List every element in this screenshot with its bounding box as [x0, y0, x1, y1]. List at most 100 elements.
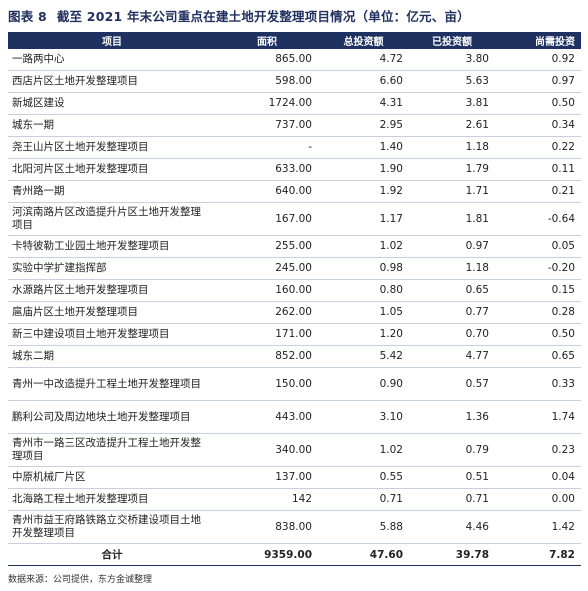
total-invested: 39.78	[409, 543, 495, 566]
cell-project: 扈庙片区土地开发整理项目	[8, 301, 216, 324]
total-investment: 47.60	[318, 543, 409, 566]
cell-invested: 4.46	[409, 510, 495, 544]
table-row: 青州一中改造提升工程土地开发整理项目 150.00 0.90 0.57 0.33	[8, 367, 581, 401]
cell-total-investment: 1.17	[318, 202, 409, 236]
cell-remaining: 0.00	[495, 488, 581, 511]
project-table: 项目 面积 总投资额 已投资额 尚需投资 一路两中心 865.00 4.72 3.80…	[8, 32, 581, 566]
cell-area: 262.00	[216, 301, 318, 324]
table-row: 新城区建设 1724.00 4.31 3.81 0.50	[8, 92, 581, 115]
cell-invested: 1.79	[409, 158, 495, 181]
table-header-row: 项目 面积 总投资额 已投资额 尚需投资	[8, 32, 581, 49]
cell-remaining: 0.21	[495, 180, 581, 203]
cell-area: -	[216, 136, 318, 159]
table-row: 青州路一期 640.00 1.92 1.71 0.21	[8, 180, 581, 203]
cell-total-investment: 0.71	[318, 488, 409, 511]
cell-area: 245.00	[216, 257, 318, 280]
cell-total-investment: 3.10	[318, 400, 409, 434]
cell-invested: 0.77	[409, 301, 495, 324]
cell-project: 青州市一路三区改造提升工程土地开发整理项目	[8, 433, 216, 467]
cell-project: 卡特彼勒工业园土地开发整理项目	[8, 235, 216, 258]
cell-area: 838.00	[216, 510, 318, 544]
cell-invested: 3.80	[409, 49, 495, 71]
cell-project: 城东一期	[8, 114, 216, 137]
table-row: 北海路工程土地开发整理项目 142 0.71 0.71 0.00	[8, 488, 581, 511]
cell-invested: 1.81	[409, 202, 495, 236]
cell-project: 新城区建设	[8, 92, 216, 115]
cell-remaining: 0.23	[495, 433, 581, 467]
total-label: 合计	[8, 543, 216, 566]
cell-area: 150.00	[216, 367, 318, 401]
cell-invested: 3.81	[409, 92, 495, 115]
cell-total-investment: 5.88	[318, 510, 409, 544]
cell-area: 142	[216, 488, 318, 511]
cell-invested: 5.63	[409, 70, 495, 93]
cell-area: 160.00	[216, 279, 318, 302]
total-area: 9359.00	[216, 543, 318, 566]
cell-total-investment: 5.42	[318, 345, 409, 368]
table-body: 一路两中心 865.00 4.72 3.80 0.92 西店片区土地开发整理项目 598.0…	[8, 49, 581, 544]
table-row: 鹏利公司及周边地块土地开发整理项目 443.00 3.10 1.36 1.74	[8, 400, 581, 434]
header-remaining-investment: 尚需投资	[495, 32, 581, 49]
cell-total-investment: 1.02	[318, 433, 409, 467]
cell-area: 137.00	[216, 466, 318, 489]
cell-remaining: 0.50	[495, 323, 581, 346]
cell-area: 443.00	[216, 400, 318, 434]
cell-invested: 1.36	[409, 400, 495, 434]
cell-total-investment: 4.31	[318, 92, 409, 115]
cell-total-investment: 6.60	[318, 70, 409, 93]
cell-total-investment: 1.02	[318, 235, 409, 258]
cell-remaining: -0.20	[495, 257, 581, 280]
table-row: 实验中学扩建指挥部 245.00 0.98 1.18 -0.20	[8, 257, 581, 280]
cell-invested: 2.61	[409, 114, 495, 137]
cell-remaining: 0.92	[495, 49, 581, 71]
cell-invested: 1.18	[409, 257, 495, 280]
cell-area: 640.00	[216, 180, 318, 203]
cell-project: 西店片区土地开发整理项目	[8, 70, 216, 93]
cell-remaining: 0.04	[495, 466, 581, 489]
cell-area: 737.00	[216, 114, 318, 137]
table-row: 青州市益王府路铁路立交桥建设项目土地开发整理项目 838.00 5.88 4.46 1.…	[8, 510, 581, 544]
table-row: 新三中建设项目土地开发整理项目 171.00 1.20 0.70 0.50	[8, 323, 581, 346]
cell-total-investment: 4.72	[318, 49, 409, 71]
cell-project: 青州路一期	[8, 180, 216, 203]
cell-project: 北海路工程土地开发整理项目	[8, 488, 216, 511]
table-row: 卡特彼勒工业园土地开发整理项目 255.00 1.02 0.97 0.05	[8, 235, 581, 258]
table-row: 西店片区土地开发整理项目 598.00 6.60 5.63 0.97	[8, 70, 581, 93]
cell-total-investment: 0.80	[318, 279, 409, 302]
cell-total-investment: 2.95	[318, 114, 409, 137]
cell-total-investment: 1.20	[318, 323, 409, 346]
cell-area: 1724.00	[216, 92, 318, 115]
cell-area: 633.00	[216, 158, 318, 181]
cell-remaining: 0.15	[495, 279, 581, 302]
header-area: 面积	[216, 32, 318, 49]
table-row: 青州市一路三区改造提升工程土地开发整理项目 340.00 1.02 0.79 0.23	[8, 433, 581, 467]
total-remaining: 7.82	[495, 543, 581, 566]
cell-remaining: 0.11	[495, 158, 581, 181]
cell-remaining: 1.74	[495, 400, 581, 434]
table-row: 尧王山片区土地开发整理项目 -1.40 1.18 0.22	[8, 136, 581, 159]
table-row: 河滨南路片区改造提升片区土地开发整理项目 167.00 1.17 1.81 -0.64	[8, 202, 581, 236]
cell-remaining: 0.28	[495, 301, 581, 324]
cell-remaining: 0.97	[495, 70, 581, 93]
cell-invested: 1.18	[409, 136, 495, 159]
cell-total-investment: 0.98	[318, 257, 409, 280]
cell-invested: 0.51	[409, 466, 495, 489]
cell-project: 实验中学扩建指挥部	[8, 257, 216, 280]
cell-total-investment: 1.05	[318, 301, 409, 324]
cell-invested: 1.71	[409, 180, 495, 203]
cell-remaining: 0.34	[495, 114, 581, 137]
cell-invested: 0.57	[409, 367, 495, 401]
cell-area: 255.00	[216, 235, 318, 258]
cell-area: 865.00	[216, 49, 318, 71]
cell-project: 中原机械厂片区	[8, 466, 216, 489]
cell-remaining: 1.42	[495, 510, 581, 544]
table-row: 一路两中心 865.00 4.72 3.80 0.92	[8, 49, 581, 71]
cell-remaining: 0.33	[495, 367, 581, 401]
cell-area: 171.00	[216, 323, 318, 346]
cell-remaining: -0.64	[495, 202, 581, 236]
cell-remaining: 0.65	[495, 345, 581, 368]
cell-invested: 0.79	[409, 433, 495, 467]
table-row: 扈庙片区土地开发整理项目 262.00 1.05 0.77 0.28	[8, 301, 581, 324]
figure-title-text: 截至 2021 年末公司重点在建土地开发整理项目情况（单位：亿元、亩）	[56, 9, 470, 24]
